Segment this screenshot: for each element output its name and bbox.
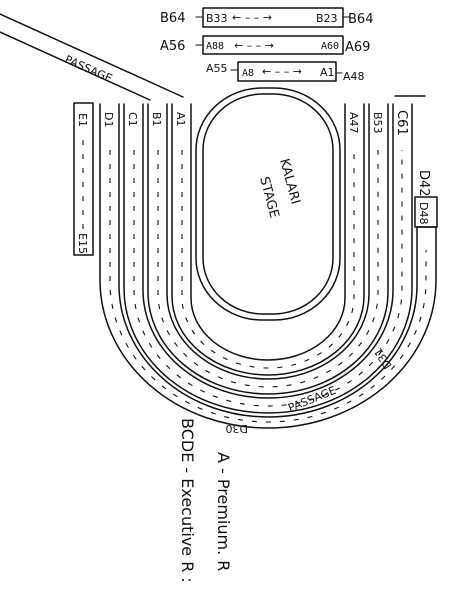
label-d48: D48 — [417, 202, 430, 224]
label-b53: B53 — [371, 112, 384, 134]
legend-premium: A - Premium. R — [214, 452, 233, 571]
label-a47: A47 — [347, 112, 360, 134]
label-b1: B1 — [150, 112, 163, 127]
stage-label-line2: STAGE — [256, 175, 281, 220]
row-a-upper-arrow: ← – – → — [234, 39, 274, 52]
label-a60: A60 — [321, 41, 339, 52]
row-a-line — [181, 150, 355, 369]
label-a56: A56 — [160, 39, 185, 54]
label-a88: A88 — [206, 41, 224, 52]
track-b-outer — [147, 103, 389, 395]
passage-line-upper — [0, 13, 184, 98]
label-a1-box: A1 — [320, 66, 335, 79]
label-a8-box: A8 — [242, 68, 254, 79]
label-passage-bottom: PASSAGE — [286, 384, 338, 415]
row-b-arrow: ← – – → — [232, 11, 272, 24]
label-d30: D30 — [226, 422, 248, 435]
legend-executive: BCDE - Executive R : — [178, 418, 197, 583]
row-c-line — [133, 150, 403, 407]
track-a-outer — [171, 103, 365, 376]
section-e-box — [73, 102, 94, 256]
label-a1: A1 — [174, 112, 187, 127]
label-e1: E1 — [76, 113, 89, 127]
label-b33: B33 — [206, 12, 228, 25]
track-b-inner — [166, 103, 370, 380]
row-d-line — [109, 150, 427, 423]
label-a48: A48 — [343, 70, 365, 83]
kalari-stage-outer — [195, 87, 341, 321]
track-d-outer — [99, 103, 437, 429]
label-b64-left: B64 — [160, 11, 185, 26]
row-b-line — [157, 150, 379, 388]
track-c-outer — [123, 103, 413, 414]
row-a-lower-box — [237, 61, 337, 82]
label-c61: C61 — [394, 110, 409, 136]
label-b64-right: B64 — [348, 12, 373, 27]
stage-label-line1: KALARI — [276, 157, 303, 206]
label-d1: D1 — [102, 112, 115, 127]
kalari-stage-inner — [202, 93, 334, 315]
track-c-inner — [142, 103, 394, 399]
label-b23: B23 — [316, 12, 338, 25]
label-a55: A55 — [206, 62, 228, 75]
track-a-inner — [190, 103, 346, 361]
track-d-inner — [118, 103, 418, 418]
label-a69: A69 — [345, 40, 370, 55]
label-passage-top: PASSAGE — [63, 53, 114, 85]
label-c1: C1 — [126, 112, 139, 127]
passage-line-lower — [0, 31, 151, 101]
label-d42: D42 — [416, 170, 431, 197]
d48-box — [414, 196, 438, 228]
row-a-lower-arrow: ← – – → — [262, 65, 302, 78]
label-e15: E15 — [76, 233, 89, 254]
